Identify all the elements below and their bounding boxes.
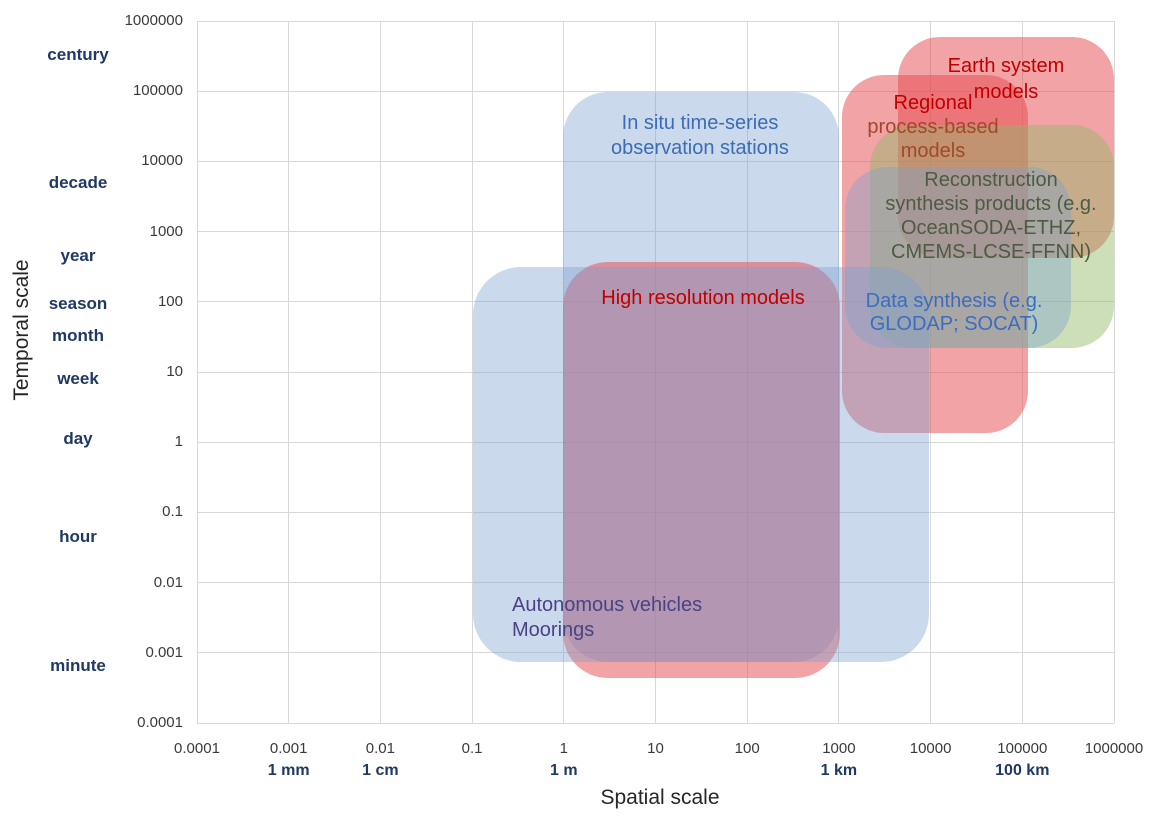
box-reconstruction-synthesis-products xyxy=(870,125,1114,348)
y-gridline xyxy=(197,160,1114,162)
label-earth-system-models: Earth system models xyxy=(786,53,1170,105)
y-word-label-minute: minute xyxy=(50,656,106,675)
x-tick-label: 0.0001 xyxy=(174,740,220,757)
label-line: Autonomous vehicles xyxy=(512,594,703,616)
box-data-synthesis xyxy=(845,167,1071,348)
y-word-label-century: century xyxy=(47,45,109,64)
x-tick-label: 0.001 xyxy=(269,740,308,757)
y-tick-label: 10000 xyxy=(141,152,183,170)
label-autonomous-vehicles-moorings: Autonomous vehicles Moorings xyxy=(512,593,702,643)
y-tick-label: 0.01 xyxy=(153,573,183,591)
y-word-label-year: year xyxy=(60,246,96,265)
x-tick-label: 1000000 xyxy=(1084,740,1144,757)
label-line: OceanSODA-ETHZ, xyxy=(900,217,1082,239)
y-tick-label: 0.001 xyxy=(145,643,183,661)
y-tick-label: 1 xyxy=(174,433,183,451)
y-gridline xyxy=(197,722,1114,724)
label-regional-process-based-models: Regional process-based models xyxy=(713,91,1153,163)
label-line: CMEMS-LCSE-FFNN) xyxy=(891,241,1091,263)
x-tick-label: 100 xyxy=(734,740,760,757)
y-word-label-hour: hour xyxy=(59,527,97,546)
x-tick-label: 0.1 xyxy=(461,740,483,757)
x-unit-label: 1 mm xyxy=(267,762,310,779)
label-line: models xyxy=(900,140,966,162)
label-line: Regional xyxy=(893,92,973,114)
label-reconstruction-synthesis-products: Reconstruction synthesis products (e.g. Oc… xyxy=(771,168,1170,264)
x-tick-label: 100000 xyxy=(997,740,1048,757)
y-gridline xyxy=(197,90,1114,92)
x-tick-label: 1 xyxy=(559,740,568,757)
y-word-label-month: month xyxy=(52,326,104,345)
y-tick-label: 1000000 xyxy=(124,12,183,29)
y-word-label-week: week xyxy=(57,369,99,388)
label-line: Moorings xyxy=(512,619,595,641)
label-line: models xyxy=(973,81,1039,103)
y-tick-label: 10 xyxy=(166,363,183,380)
label-data-synthesis: Data synthesis (e.g. GLODAP; SOCAT) xyxy=(734,290,1170,336)
label-line: Earth system xyxy=(947,55,1065,77)
y-tick-label: 0.0001 xyxy=(137,714,183,731)
x-unit-label: 1 km xyxy=(820,762,858,779)
label-line: In situ time-series xyxy=(621,112,779,134)
y-tick-label: 1000 xyxy=(149,222,183,240)
y-gridline xyxy=(197,231,1114,233)
y-word-label-season: season xyxy=(48,294,108,313)
x-unit-label: 100 km xyxy=(995,762,1050,779)
x-tick-label: 10 xyxy=(647,740,664,757)
box-autonomous-vehicles-moorings xyxy=(473,267,929,662)
x-axis-title: Spatial scale xyxy=(600,786,720,809)
label-line: process-based xyxy=(867,116,999,138)
y-word-label-day: day xyxy=(63,429,93,448)
box-high-resolution-models xyxy=(563,262,840,678)
y-tick-label: 100000 xyxy=(132,82,183,100)
y-gridline xyxy=(197,20,1114,22)
x-tick-label: 1000 xyxy=(822,740,856,757)
x-unit-label: 1 cm xyxy=(362,762,399,779)
label-line: synthesis products (e.g. xyxy=(885,193,1097,215)
y-tick-label: 0.1 xyxy=(162,503,183,521)
label-in-situ-stations: In situ time-series observation stations xyxy=(480,111,920,161)
x-tick-label: 10000 xyxy=(909,740,952,757)
x-tick-label: 0.01 xyxy=(365,740,395,757)
y-word-label-decade: decade xyxy=(48,173,108,192)
x-unit-label: 1 m xyxy=(550,762,578,779)
label-high-resolution-models: High resolution models xyxy=(483,286,923,310)
x-gridline xyxy=(1113,21,1115,723)
y-axis-title: Temporal scale xyxy=(10,259,33,401)
label-line: observation stations xyxy=(611,137,789,159)
y-tick-label: 100 xyxy=(157,292,183,310)
label-line: High resolution models xyxy=(601,287,805,309)
label-line: GLODAP; SOCAT) xyxy=(869,313,1039,335)
label-line: Reconstruction xyxy=(924,169,1058,191)
box-regional-process-based-models xyxy=(842,75,1028,433)
label-line: Data synthesis (e.g. xyxy=(865,290,1043,312)
